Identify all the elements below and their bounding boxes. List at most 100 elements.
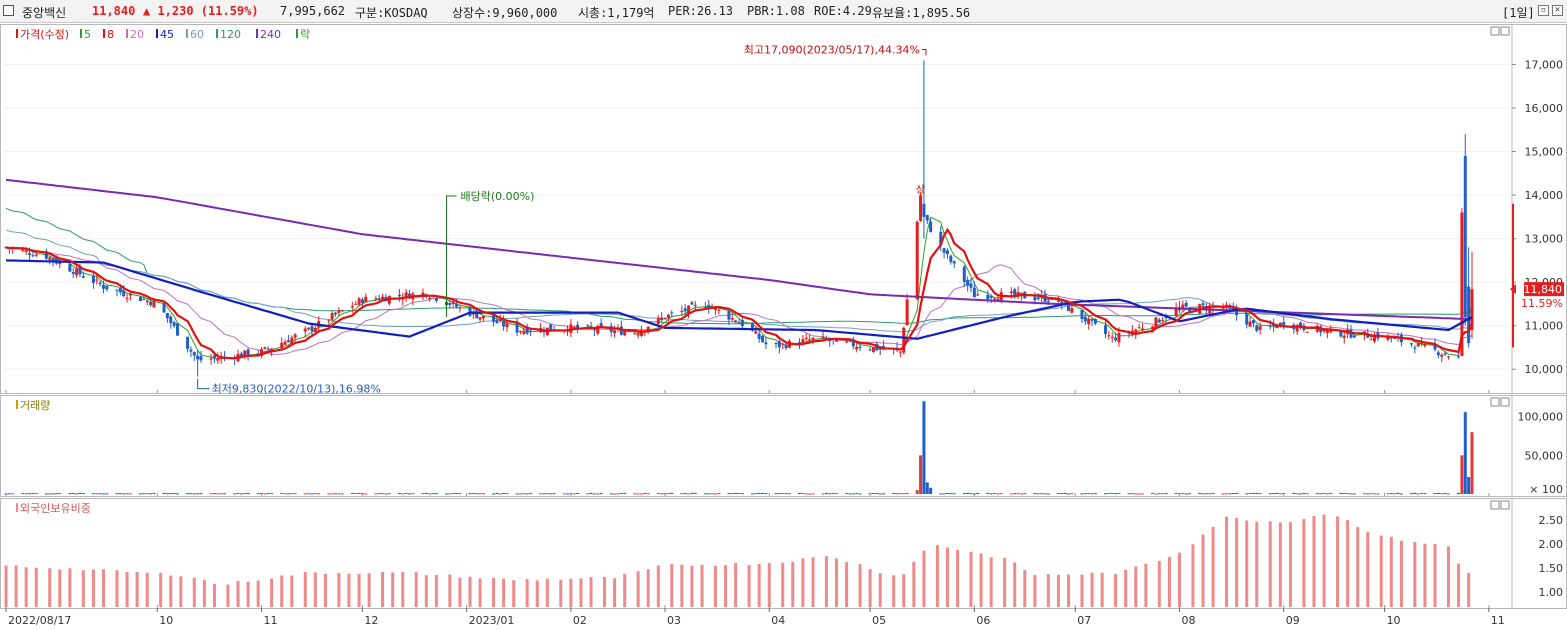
candle-body (1009, 291, 1013, 294)
volume-bar (1352, 493, 1356, 495)
volume-bar (444, 493, 448, 495)
candle-body (1235, 309, 1239, 316)
period-selector[interactable]: [1일] (1502, 6, 1535, 20)
foreign-bar (1114, 574, 1118, 607)
foreign-bar (811, 557, 815, 607)
stock-chart[interactable]: 10,00011,00012,00013,00014,00015,00016,0… (0, 22, 1567, 630)
volume-bar (680, 493, 684, 495)
candle-body (377, 298, 381, 300)
volume-bar (660, 493, 664, 495)
volume-bar (962, 493, 966, 495)
volume-bar (1211, 492, 1215, 494)
candle-body (929, 221, 933, 232)
candle-body (48, 257, 52, 260)
volume-bar (592, 493, 596, 495)
foreign-bar (878, 573, 882, 607)
candle-body (374, 298, 378, 300)
volume-bar (542, 493, 546, 495)
candle-body (784, 344, 788, 349)
legend-item: 20 (130, 28, 144, 41)
foreign-bar (734, 562, 738, 607)
candle-body (717, 309, 721, 311)
foreign-bar (589, 577, 593, 607)
price-tick-label: 17,000 (1525, 58, 1564, 71)
volume-bar (1457, 492, 1461, 494)
foreign-tick-label: 1.00 (1539, 586, 1564, 599)
foreign-bar (1157, 560, 1161, 607)
low-arrow (197, 378, 210, 390)
volume-bar (1117, 492, 1121, 494)
candle-body (407, 293, 411, 299)
foreign-bar (91, 569, 95, 607)
volume-bar (1389, 493, 1393, 495)
candle-body (95, 279, 99, 281)
volume-bar (175, 493, 179, 495)
candle-body (24, 250, 28, 252)
panel-min-icon (1490, 26, 1500, 36)
volume-bar (1204, 493, 1208, 495)
candle-body (586, 325, 590, 327)
volume-bar (757, 492, 761, 494)
candle-body (404, 292, 408, 297)
volume-bar (798, 493, 802, 495)
minimize-button[interactable]: ▫ (1538, 5, 1549, 16)
foreign-bar (646, 569, 650, 607)
pbr-value: PBR:1.08 (747, 4, 805, 18)
volume-bar (1292, 492, 1296, 494)
candle-body (633, 333, 637, 335)
volume-bar (824, 492, 828, 494)
legend-item: 240 (260, 28, 281, 41)
volume-bar (1302, 492, 1306, 494)
listed-shares: 상장수:9,960,000 (452, 6, 558, 20)
candle-body (754, 331, 758, 334)
volume-bar (290, 493, 294, 495)
last-price-box (1524, 282, 1564, 297)
candle-body (549, 324, 553, 331)
foreign-bar (1346, 520, 1350, 607)
stock-checkbox[interactable] (3, 5, 14, 16)
close-button[interactable]: ✕ (1552, 5, 1563, 16)
foreign-bar (700, 564, 704, 607)
foreign-bar (34, 567, 38, 607)
legend-swatch (103, 29, 105, 38)
foreign-bar (202, 579, 206, 607)
foreign-bar (414, 572, 418, 607)
volume-bar (1063, 492, 1067, 494)
volume-bar (683, 492, 687, 494)
candle-body (1299, 322, 1303, 329)
volume-bar (1087, 492, 1091, 494)
volume-bar (1255, 492, 1259, 494)
volume-bar (945, 492, 949, 494)
candle-body (522, 330, 526, 334)
volume-bar (878, 493, 882, 495)
volume-bar (219, 493, 223, 495)
volume-bar (404, 493, 408, 495)
candle-body (613, 330, 617, 334)
candle-body (169, 316, 173, 324)
x-tick-label: 04 (771, 614, 785, 627)
foreign-bar (912, 561, 916, 607)
candle-body (1258, 326, 1262, 330)
candle-body (952, 261, 956, 264)
foreign-tick-label: 1.50 (1539, 562, 1564, 575)
foreign-bar (1211, 526, 1215, 607)
volume-bar (199, 493, 203, 495)
volume-bar (192, 493, 196, 495)
candle-body (922, 203, 926, 217)
volume-bar (1009, 493, 1013, 495)
candle-body (498, 320, 502, 322)
candle-body (687, 305, 691, 315)
volume-bar (286, 493, 290, 495)
panel-min-icon (1490, 397, 1500, 407)
foreign-bar (1013, 562, 1017, 607)
volume-bar (1420, 492, 1424, 494)
stock-name[interactable]: 중앙백신 (22, 6, 67, 20)
panel-close-icon (1500, 500, 1510, 510)
foreign-bar (391, 572, 395, 607)
volume-bar (1157, 493, 1161, 495)
x-tick-label: 05 (872, 614, 886, 627)
candle-body (44, 251, 48, 259)
volume-bar (310, 493, 314, 495)
foreign-bar (48, 568, 52, 607)
